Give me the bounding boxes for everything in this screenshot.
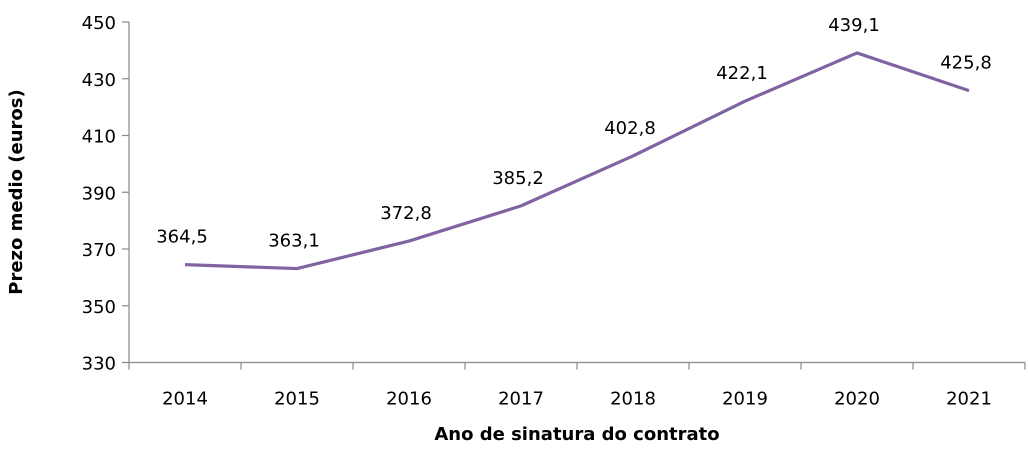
y-tick-label: 430 — [82, 70, 116, 91]
y-tick-label: 330 — [82, 354, 116, 375]
data-label: 372,8 — [380, 203, 432, 224]
x-tick-label: 2020 — [834, 389, 880, 410]
data-label: 402,8 — [604, 118, 656, 139]
y-tick-label: 410 — [82, 127, 116, 148]
y-axis-title: Prezo medio (euros) — [6, 89, 27, 294]
x-tick-label: 2014 — [162, 389, 208, 410]
x-tick-label: 2015 — [274, 389, 320, 410]
data-label: 422,1 — [716, 63, 768, 84]
y-tick-label: 350 — [82, 297, 116, 318]
data-label: 439,1 — [828, 15, 880, 36]
y-tick-label: 370 — [82, 240, 116, 261]
data-label: 385,2 — [492, 168, 544, 189]
x-axis-title: Ano de sinatura do contrato — [434, 424, 719, 445]
data-label: 425,8 — [940, 53, 992, 74]
x-tick-label: 2016 — [386, 389, 432, 410]
x-tick-label: 2021 — [946, 389, 992, 410]
x-tick-label: 2017 — [498, 389, 544, 410]
y-tick-label: 390 — [82, 183, 116, 204]
data-label: 364,5 — [156, 227, 208, 248]
data-label: 363,1 — [268, 231, 320, 252]
x-tick-label: 2019 — [722, 389, 768, 410]
x-tick-label: 2018 — [610, 389, 656, 410]
y-tick-label: 450 — [82, 13, 116, 34]
